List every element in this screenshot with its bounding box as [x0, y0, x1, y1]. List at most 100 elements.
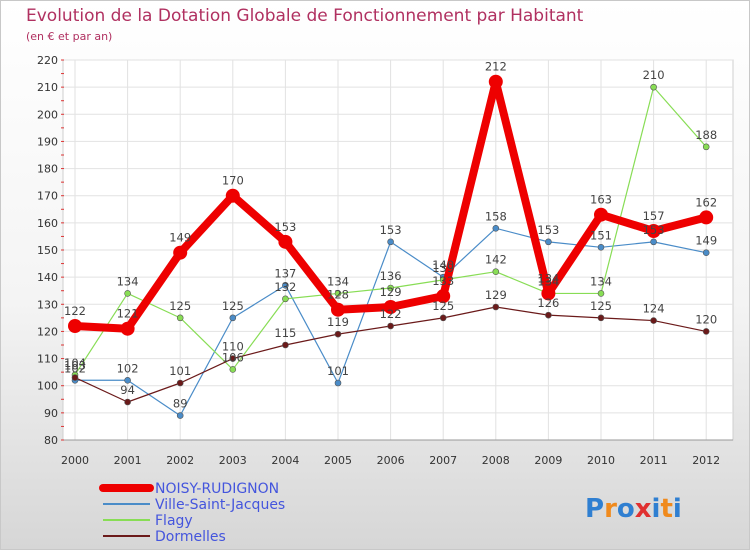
- data-label: 157: [643, 209, 665, 223]
- data-label: 210: [643, 68, 665, 82]
- brand-letter: r: [604, 494, 617, 524]
- data-label: 132: [274, 280, 296, 294]
- data-label: 153: [643, 223, 665, 237]
- x-tick-label: 2011: [640, 454, 668, 467]
- data-point: [225, 188, 240, 203]
- data-label: 124: [643, 302, 665, 316]
- data-point: [597, 314, 605, 322]
- y-tick-label: 190: [37, 135, 58, 148]
- data-point: [387, 322, 394, 330]
- y-tick-label: 80: [44, 434, 58, 447]
- data-label: 106: [222, 350, 244, 364]
- x-tick-label: 2008: [482, 454, 510, 467]
- data-label: 122: [380, 307, 402, 321]
- data-label: 137: [274, 266, 296, 280]
- data-label: 121: [117, 307, 139, 321]
- brand-letter: t: [660, 494, 672, 524]
- data-label: 125: [432, 299, 454, 313]
- data-point: [488, 74, 503, 89]
- plot-area: 8090100110120130140150160170180190200210…: [37, 54, 734, 467]
- y-tick-label: 170: [37, 190, 58, 203]
- data-label: 140: [432, 258, 454, 272]
- data-label: 129: [380, 285, 402, 299]
- data-point: [124, 398, 131, 406]
- y-tick-label: 140: [37, 271, 58, 284]
- data-point: [229, 355, 237, 362]
- legend-label: NOISY-RUDIGNON: [155, 481, 279, 497]
- data-point: [176, 379, 184, 387]
- data-label: 128: [327, 288, 349, 302]
- data-point: [334, 330, 342, 338]
- brand-letter: P: [585, 494, 604, 524]
- chart-subtitle: (en € et par an): [26, 30, 112, 43]
- data-point: [124, 376, 131, 384]
- x-tick-label: 2012: [692, 454, 720, 467]
- data-point: [702, 143, 710, 151]
- data-label: 125: [590, 299, 612, 313]
- y-tick-label: 120: [37, 325, 58, 338]
- x-tick-label: 2007: [429, 454, 457, 467]
- data-point: [436, 289, 451, 304]
- y-tick-label: 180: [37, 163, 58, 176]
- data-label: 104: [64, 356, 86, 370]
- data-label: 122: [64, 304, 86, 318]
- data-point: [71, 374, 79, 381]
- x-tick-label: 2002: [166, 454, 194, 467]
- data-point: [492, 268, 500, 276]
- data-label: 125: [222, 299, 244, 313]
- data-point: [387, 284, 394, 292]
- brand-letter: i: [652, 494, 661, 524]
- data-label: 188: [695, 128, 717, 142]
- data-point: [702, 328, 710, 335]
- x-tick-label: 2009: [534, 454, 562, 467]
- data-label: 151: [590, 228, 612, 242]
- data-point: [545, 238, 552, 246]
- legend-label: Ville-Saint-Jacques: [155, 497, 285, 513]
- data-point: [699, 210, 714, 225]
- data-label: 134: [327, 274, 349, 288]
- brand-letter: x: [635, 494, 652, 524]
- series-dormelles: [71, 303, 710, 406]
- y-tick-label: 150: [37, 244, 58, 257]
- x-tick-label: 2006: [377, 454, 405, 467]
- x-tick-label: 2001: [114, 454, 142, 467]
- data-label: 162: [695, 195, 717, 209]
- data-label: 94: [120, 383, 135, 397]
- data-label: 212: [485, 60, 507, 74]
- data-point: [702, 249, 710, 257]
- data-point: [282, 295, 289, 303]
- data-label: 125: [169, 299, 191, 313]
- data-point: [124, 290, 131, 297]
- legend-label: Flagy: [155, 513, 193, 529]
- x-tick-label: 2005: [324, 454, 352, 467]
- data-label: 101: [327, 364, 349, 378]
- data-label: 101: [169, 364, 191, 378]
- chart-title: Evolution de la Dotation Globale de Fonc…: [26, 6, 584, 26]
- data-point: [492, 224, 500, 232]
- data-point: [597, 243, 605, 251]
- data-label: 102: [117, 361, 139, 375]
- data-point: [492, 303, 500, 311]
- y-tick-label: 90: [44, 407, 58, 420]
- x-tick-label: 2000: [61, 454, 89, 467]
- data-label: 149: [169, 231, 191, 245]
- data-label: 120: [695, 312, 717, 326]
- data-point: [278, 234, 293, 249]
- data-label: 142: [485, 253, 507, 267]
- data-point: [383, 300, 398, 314]
- data-point: [646, 224, 661, 238]
- y-tick-label: 200: [37, 108, 58, 121]
- data-label: 134: [117, 274, 139, 288]
- brand-letter: i: [673, 494, 682, 524]
- data-point: [176, 314, 184, 322]
- data-label: 158: [485, 209, 507, 223]
- data-label: 153: [380, 223, 402, 237]
- data-label: 170: [222, 174, 244, 188]
- legend: NOISY-RUDIGNONVille-Saint-JacquesFlagyDo…: [99, 481, 285, 545]
- x-tick-label: 2010: [587, 454, 615, 467]
- data-label: 139: [432, 261, 454, 275]
- data-point: [173, 245, 188, 260]
- data-label: 103: [64, 359, 86, 373]
- data-point: [439, 314, 447, 322]
